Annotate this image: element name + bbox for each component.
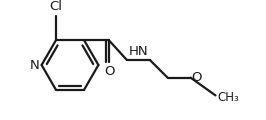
Text: O: O — [104, 65, 114, 78]
Text: CH₃: CH₃ — [217, 91, 239, 104]
Text: O: O — [192, 71, 202, 84]
Text: Cl: Cl — [49, 0, 62, 13]
Text: HN: HN — [128, 45, 148, 58]
Text: N: N — [30, 59, 40, 72]
